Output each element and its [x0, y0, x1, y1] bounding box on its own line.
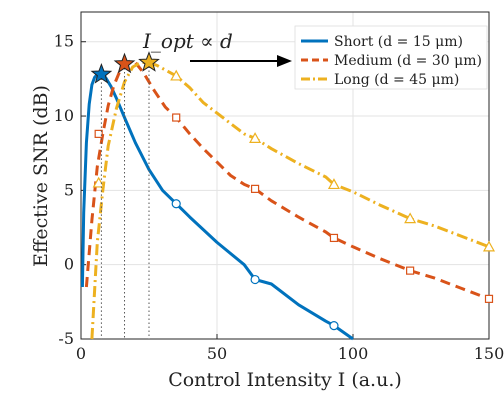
data-marker-long: [482, 240, 496, 252]
plot-frame: [80, 11, 490, 340]
legend-label-medium: Medium (d = 30 μm): [334, 53, 482, 69]
y-tick-label: 10: [54, 106, 74, 125]
series-line-long: [90, 61, 490, 340]
series-lines: [80, 59, 490, 341]
data-marker-short: [171, 199, 181, 209]
optimum-annotation: I_opt ∝ d: [142, 29, 292, 67]
peak-star-short: [90, 62, 113, 84]
peak-star-medium: [113, 52, 136, 74]
annotation-text: I_opt ∝ d: [142, 29, 233, 53]
data-marker-medium: [172, 113, 181, 122]
data-marker-medium: [329, 233, 339, 243]
legend-label-long: Long (d = 45 μm): [334, 72, 459, 88]
legend-label-short: Short (d = 15 μm): [334, 34, 463, 50]
data-marker-long: [404, 212, 417, 224]
y-tick-label: 0: [64, 255, 74, 274]
x-tick-label: 150: [474, 344, 504, 363]
legend-entry-short: Short (d = 15 μm): [301, 34, 463, 50]
data-marker-long: [327, 178, 340, 190]
data-marker-medium: [94, 129, 103, 138]
data-marker-short: [329, 321, 339, 331]
series-line-short: [80, 72, 354, 341]
y-tick-label: -5: [58, 329, 74, 348]
x-tick-label: 100: [338, 344, 369, 363]
y-tick-label: 15: [54, 32, 74, 51]
series-markers: [92, 69, 496, 331]
legend: Short (d = 15 μm) Medium (d = 30 μm) Lon…: [294, 25, 488, 90]
data-marker-short: [250, 274, 260, 285]
data-marker-medium: [250, 184, 260, 193]
x-tick-label: 0: [76, 344, 86, 363]
data-marker-medium: [484, 294, 494, 303]
series-line-medium: [84, 59, 490, 301]
peak-markers: [90, 51, 160, 339]
data-marker-medium: [406, 266, 415, 275]
legend-entry-medium: Medium (d = 30 μm): [301, 53, 482, 69]
data-marker-long: [249, 132, 262, 143]
data-marker-long: [170, 69, 183, 81]
annotation-arrow-head: [277, 55, 292, 67]
peak-star-long: [138, 51, 160, 72]
x-tick-label: 50: [207, 344, 227, 363]
legend-entry-long: Long (d = 45 μm): [301, 72, 459, 88]
y-tick-label: 5: [64, 180, 74, 199]
y-axis-label: Effective SNR (dB): [30, 85, 52, 267]
x-axis-label: Control Intensity I (a.u.): [168, 369, 402, 391]
